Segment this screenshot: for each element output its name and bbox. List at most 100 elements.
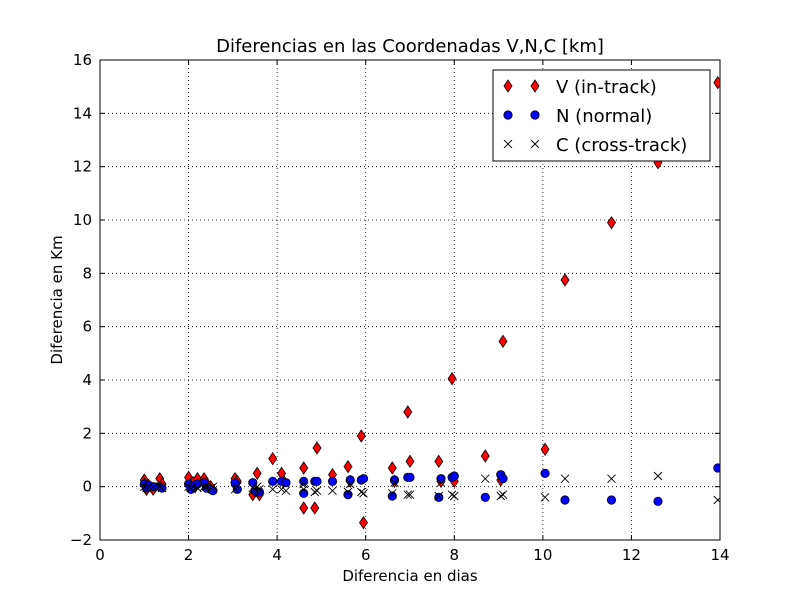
legend-marker — [503, 110, 513, 120]
data-point — [606, 495, 617, 505]
data-point — [254, 487, 265, 497]
data-point — [653, 496, 663, 506]
plot-area-frame — [99, 59, 721, 541]
data-point — [403, 405, 413, 419]
y-tick-label: 0 — [82, 478, 92, 496]
data-point — [405, 454, 415, 469]
y-tick-label: 4 — [82, 371, 92, 389]
chart-title: Diferencias en las Coordenadas V,N,C [km… — [216, 36, 604, 57]
data-point — [405, 472, 415, 482]
data-point — [447, 490, 457, 499]
legend-marker — [503, 79, 513, 93]
data-point — [496, 491, 506, 501]
data-point — [312, 476, 322, 486]
data-point — [232, 484, 242, 494]
y-tick-label: 12 — [73, 158, 92, 176]
data-point — [281, 478, 291, 488]
data-point — [206, 483, 216, 493]
data-point — [387, 489, 397, 498]
data-point — [358, 474, 369, 484]
data-point — [359, 489, 368, 498]
data-point — [436, 474, 446, 484]
y-tick-label: 8 — [82, 264, 92, 282]
data-point — [281, 486, 291, 495]
data-point — [498, 474, 508, 484]
data-point — [328, 486, 337, 495]
data-point — [434, 454, 444, 469]
data-point — [560, 495, 570, 505]
x-tick-label: 8 — [450, 546, 460, 564]
data-point — [434, 492, 444, 502]
data-point — [403, 490, 413, 499]
data-point — [359, 515, 368, 530]
data-point — [480, 474, 490, 483]
data-point — [540, 493, 550, 502]
data-point — [540, 442, 550, 457]
x-tick-label: 14 — [710, 546, 729, 564]
legend-marker — [530, 110, 540, 120]
data-point — [480, 492, 490, 502]
data-point — [186, 483, 196, 493]
data-point — [653, 471, 663, 481]
y-tick-label: 6 — [82, 318, 92, 336]
legend-box — [492, 69, 711, 162]
data-point — [299, 476, 309, 486]
data-point — [208, 482, 218, 491]
y-tick-label: 16 — [73, 51, 92, 69]
data-point — [139, 482, 149, 491]
x-tick-label: 2 — [184, 546, 194, 564]
data-point — [356, 487, 366, 497]
data-point — [387, 491, 397, 501]
data-point — [449, 471, 459, 481]
legend-marker — [530, 139, 540, 149]
data-point — [232, 482, 242, 491]
data-point — [299, 501, 309, 515]
data-point — [343, 490, 353, 500]
data-points — [139, 75, 720, 530]
data-point — [449, 491, 459, 501]
legend: V (in-track) N (normal) C (cross-track) — [492, 69, 711, 162]
data-point — [713, 75, 720, 90]
legend-entry: N (normal) — [556, 106, 652, 127]
data-point — [343, 459, 353, 474]
data-point — [498, 334, 508, 349]
data-point — [310, 501, 320, 515]
data-point — [540, 468, 550, 478]
x-axis-title: Diferencia en dias — [342, 567, 478, 585]
data-point — [447, 371, 457, 386]
data-point — [255, 485, 264, 494]
data-point — [607, 474, 616, 483]
y-tick-label: 2 — [82, 424, 92, 442]
data-point — [310, 487, 320, 497]
y-tick-label: −2 — [70, 531, 92, 549]
data-point — [312, 441, 322, 455]
data-point — [299, 488, 309, 498]
data-point — [312, 486, 322, 495]
data-point — [713, 495, 720, 505]
legend-marker — [503, 139, 513, 149]
legend-entry: C (cross-track) — [556, 135, 687, 156]
data-point — [498, 490, 508, 499]
data-point — [268, 451, 278, 466]
data-point — [327, 476, 338, 486]
y-axis-title: Diferencia en Km — [48, 235, 66, 364]
y-tick-label: 10 — [73, 211, 92, 229]
data-point — [155, 482, 165, 491]
data-point — [268, 485, 278, 494]
x-tick-label: 0 — [95, 546, 105, 564]
data-point — [157, 483, 167, 493]
data-point — [436, 478, 446, 487]
data-point — [480, 449, 490, 463]
data-point — [560, 474, 570, 483]
data-point — [405, 490, 415, 499]
legend-marker — [530, 79, 540, 93]
data-point — [345, 479, 355, 489]
series-2 — [139, 471, 720, 505]
data-point — [390, 478, 399, 487]
data-point — [144, 482, 154, 491]
data-point — [713, 463, 720, 473]
legend-entry: V (in-track) — [556, 77, 657, 98]
data-point — [434, 491, 444, 501]
data-point — [387, 461, 397, 475]
